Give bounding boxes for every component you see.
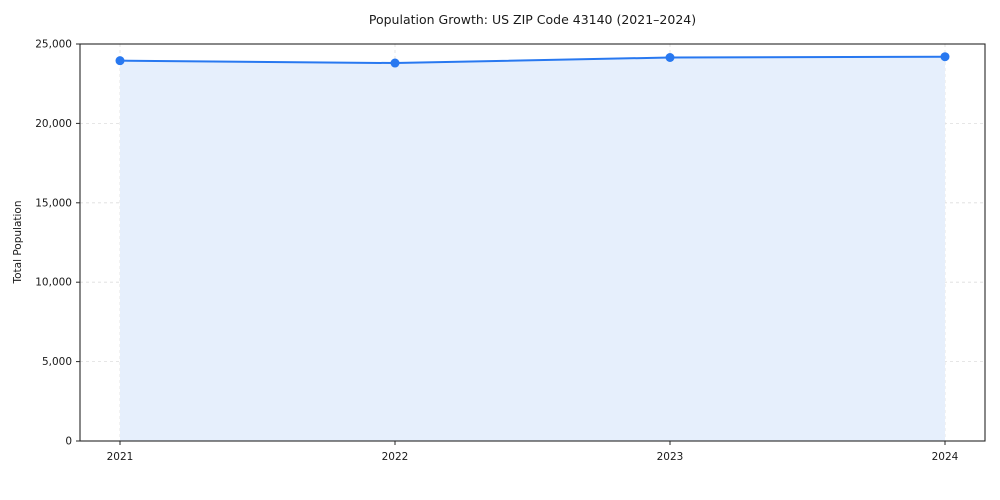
data-point-2021 <box>115 56 125 66</box>
data-point-2022 <box>390 58 400 68</box>
chart-title: Population Growth: US ZIP Code 43140 (20… <box>368 12 697 27</box>
x-tick-label: 2024 <box>932 451 959 463</box>
y-tick-label: 20,000 <box>35 118 72 130</box>
plot-border <box>79 43 986 442</box>
y-tick-label: 15,000 <box>35 197 72 209</box>
x-tick-label: 2021 <box>107 451 134 463</box>
data-point-2024 <box>940 52 950 62</box>
y-tick-label: 0 <box>65 436 72 448</box>
y-tick-label: 5,000 <box>42 356 72 368</box>
area-fill <box>120 56 945 441</box>
data-point-2023 <box>665 52 675 62</box>
x-tick-label: 2022 <box>382 451 409 463</box>
y-tick-label: 25,000 <box>35 39 72 51</box>
x-tick-label: 2023 <box>657 451 684 463</box>
line-series <box>119 55 946 65</box>
y-tick-label: 10,000 <box>35 277 72 289</box>
y-axis-label: Total Population <box>12 200 24 284</box>
